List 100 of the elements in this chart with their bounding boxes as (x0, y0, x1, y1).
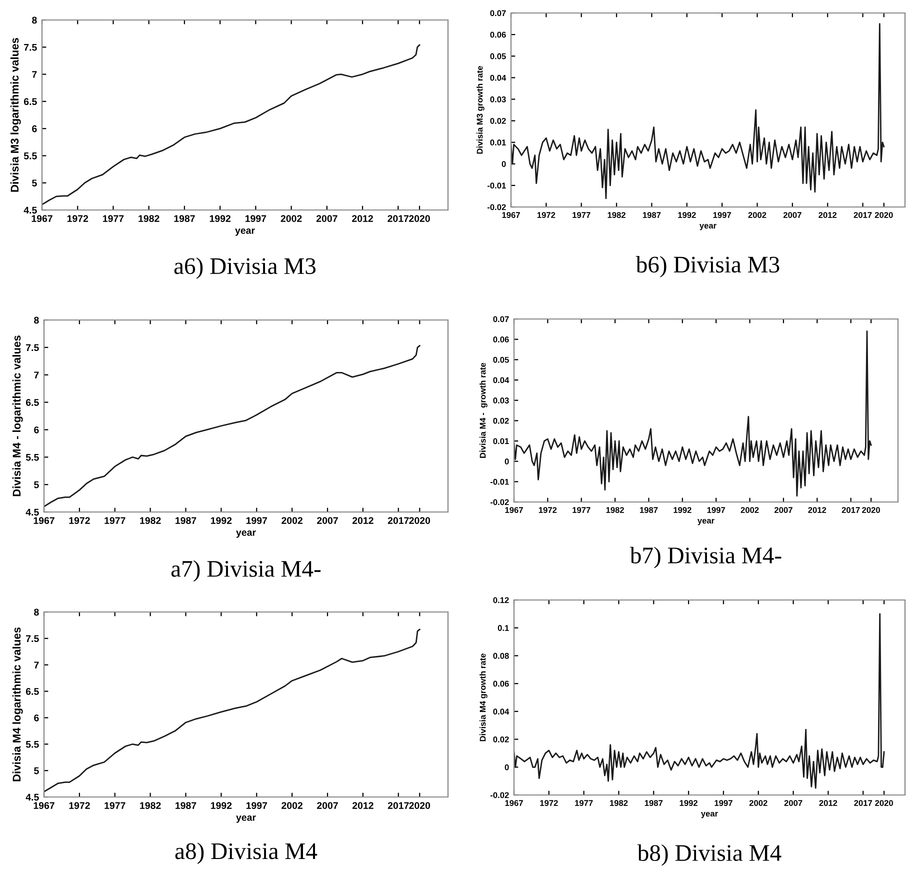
x-tick-label: 2007 (317, 517, 338, 524)
y-tick-label: 5 (34, 767, 39, 774)
x-tick-label: 1967 (502, 212, 520, 218)
x-tick-label: 2017 (854, 800, 872, 806)
y-tick-label: 5.5 (26, 740, 39, 748)
x-tick-label: 1977 (575, 800, 593, 806)
line-series (42, 44, 420, 206)
y-tick-label: -0.01 (487, 182, 506, 189)
y-tick-label: 0.05 (493, 356, 509, 363)
x-tick-label: 1972 (540, 800, 558, 806)
x-tick-label: 1977 (103, 215, 124, 222)
x-tick-label: 1977 (104, 517, 126, 524)
x-tick-label: 2007 (317, 802, 338, 809)
y-tick-label: 8 (34, 316, 39, 324)
y-axis-title: Divisia M4 - logarithmic values (12, 336, 23, 496)
x-tick-label: 2017 (388, 802, 409, 809)
x-tick-label: 1997 (707, 507, 726, 513)
y-axis-title: Divisia M3 growth rate (476, 66, 484, 154)
y-tick-label: 0.06 (493, 336, 509, 342)
x-tick-label: 2017 (388, 215, 409, 222)
x-tick-label: 1992 (680, 800, 698, 806)
y-tick-label: 5 (34, 481, 39, 488)
line-series (44, 345, 420, 508)
x-tick-label: 1967 (34, 802, 54, 809)
text: b7) Divisia M4- (630, 546, 782, 568)
y-tick-label: 0 (504, 764, 509, 770)
line-series (514, 613, 885, 789)
x-tick-label: 2012 (819, 800, 838, 806)
y-tick-label: 0.04 (493, 708, 510, 715)
y-tick-label: 7 (34, 662, 39, 668)
x-axis-title: year (235, 228, 255, 236)
x-tick-label: 2002 (282, 802, 302, 809)
y-tick-label: 6.5 (26, 399, 39, 406)
y-tick-label: 0.02 (490, 118, 506, 124)
y-tick-label: 5.5 (24, 152, 37, 160)
y-tick-label: 5 (32, 180, 37, 186)
y-tick-label: 0.07 (490, 10, 506, 16)
x-tick-label: 1997 (245, 215, 266, 222)
x-tick-label: 1992 (210, 215, 230, 222)
y-tick-label: 6.5 (26, 688, 39, 695)
x-tick-label: 2007 (783, 212, 802, 218)
y-tick-label: 0.04 (490, 74, 506, 81)
x-tick-label: 1972 (538, 507, 557, 513)
y-tick-label: 0.07 (493, 316, 509, 322)
x-tick-label: 2020 (874, 212, 893, 218)
x-tick-label: 2002 (280, 215, 302, 222)
x-tick-label: 1997 (246, 517, 268, 524)
y-tick-label: 0.08 (493, 652, 509, 659)
y-axis-title: Divisia M4 logarithmic values (12, 627, 23, 782)
x-tick-label: 2012 (818, 212, 837, 218)
y-tick-label: 6 (34, 714, 39, 722)
y-tick-label: 0.01 (493, 438, 509, 444)
y-tick-label: 8 (34, 608, 39, 616)
x-tick-label: 2002 (748, 212, 766, 218)
y-tick-label: 0.12 (493, 597, 509, 604)
x-tick-label: 2002 (749, 800, 768, 806)
y-tick-label: 0 (504, 458, 509, 464)
y-tick-label: 8 (32, 16, 37, 24)
y-tick-label: 4.5 (24, 206, 37, 214)
x-tick-label: 1992 (678, 212, 696, 218)
x-tick-label: 1982 (606, 507, 624, 513)
x-tick-label: 1982 (608, 212, 626, 218)
y-tick-label: -0.02 (487, 204, 506, 210)
x-tick-label: 2020 (875, 800, 893, 806)
y-tick-label: 5.5 (26, 454, 39, 461)
x-tick-label: 2002 (740, 507, 759, 513)
y-tick-label: -0.02 (490, 792, 509, 798)
x-tick-label: 1992 (210, 802, 232, 809)
y-tick-label: 4.5 (26, 794, 39, 801)
y-tick-label: 0.03 (490, 96, 506, 102)
text: a7) Divisia M4- (171, 560, 321, 582)
x-tick-label: 1997 (713, 212, 731, 218)
y-tick-label: 0.01 (490, 140, 506, 146)
y-tick-label: 0.02 (493, 736, 509, 742)
y-tick-label: -0.01 (490, 478, 509, 485)
x-tick-label: 2020 (409, 215, 430, 222)
x-tick-label: 2017 (854, 212, 872, 218)
x-tick-label: 2020 (409, 802, 430, 809)
x-tick-label: 2002 (282, 517, 302, 524)
x-tick-label: 1967 (505, 507, 523, 513)
y-tick-label: 4.5 (26, 508, 39, 516)
x-axis-title: year (236, 530, 256, 538)
y-tick-label: 0.05 (490, 53, 506, 60)
y-axis-title: Divisia M4 growth rate (480, 654, 488, 742)
text: a6) Divisia M3 (174, 257, 316, 279)
y-tick-label: 7.5 (26, 344, 39, 352)
x-tick-label: 2012 (808, 507, 826, 513)
x-tick-label: 1972 (69, 517, 90, 524)
x-tick-label: 2017 (388, 517, 409, 524)
x-tick-label: 1987 (640, 507, 658, 513)
y-tick-label: -0.02 (490, 499, 509, 506)
y-tick-label: 0 (502, 161, 506, 167)
x-tick-label: 2007 (774, 507, 792, 513)
y-tick-label: 0.03 (493, 398, 509, 404)
x-tick-label: 1977 (104, 802, 126, 809)
x-tick-label: 1977 (572, 507, 590, 513)
y-tick-label: 6.5 (24, 98, 37, 106)
x-axis-title: year (236, 816, 256, 823)
x-tick-label: 1967 (505, 800, 523, 806)
y-axis-title: Divisia M3 logarithmic values (10, 38, 21, 192)
